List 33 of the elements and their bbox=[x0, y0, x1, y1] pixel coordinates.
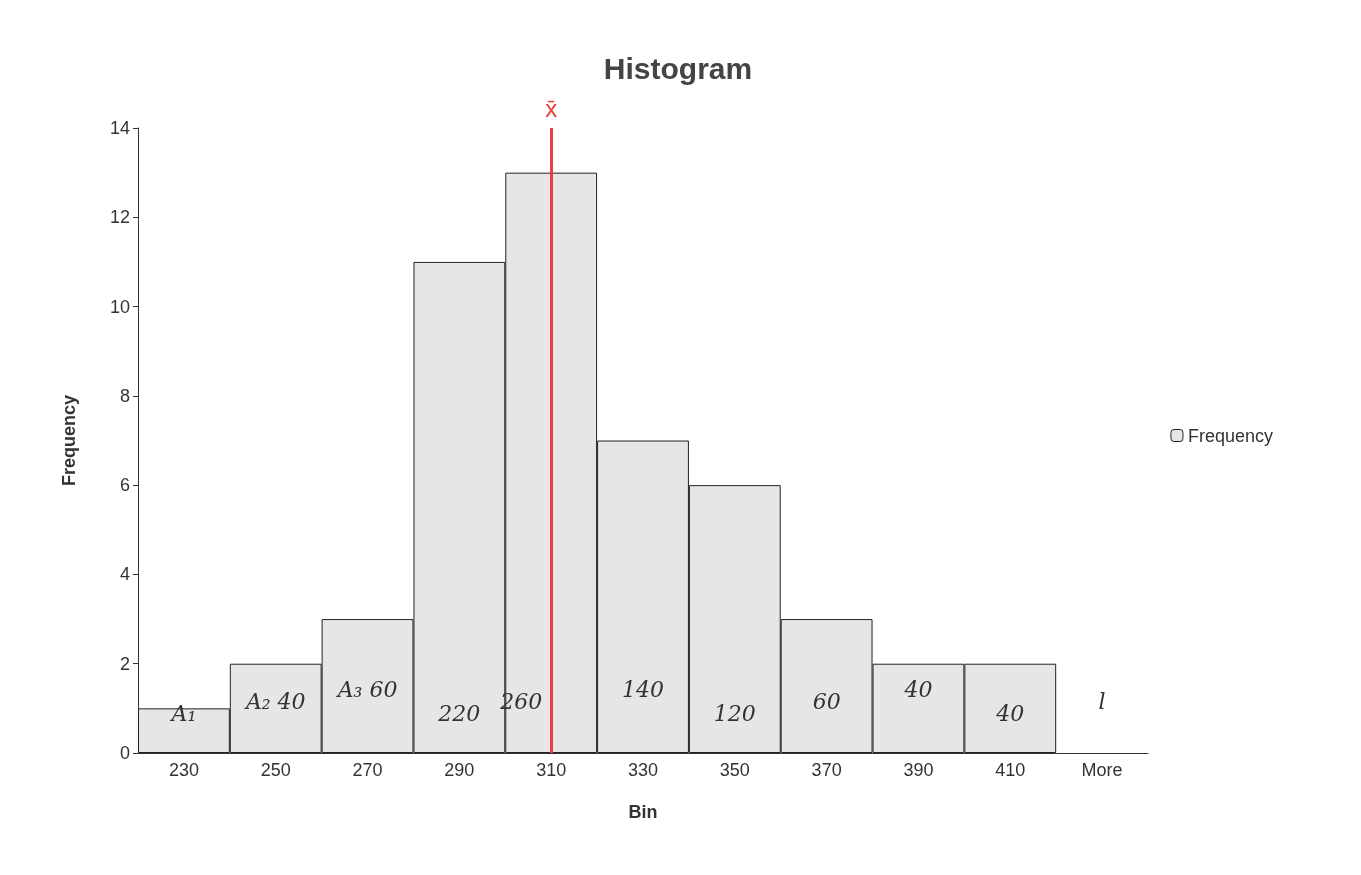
chart-title: Histogram bbox=[603, 51, 753, 85]
x-tick-label: 270 bbox=[352, 760, 383, 780]
x-tick-label: More bbox=[1081, 760, 1123, 780]
x-tick-label: 290 bbox=[444, 760, 475, 780]
y-tick-label: 12 bbox=[109, 207, 130, 228]
x-tick-label: 370 bbox=[811, 760, 842, 780]
annotation: l bbox=[1098, 688, 1106, 714]
y-tick-label: 6 bbox=[119, 475, 130, 496]
ref-line-label: x̄ bbox=[545, 94, 558, 122]
x-tick-label: 230 bbox=[168, 760, 199, 780]
annotation: 120 bbox=[713, 700, 756, 726]
x-tick-label: 310 bbox=[536, 760, 567, 780]
annotation: A₃ 60 bbox=[335, 676, 398, 702]
annotation: 40 bbox=[995, 700, 1025, 726]
annotation: 40 bbox=[903, 676, 933, 702]
y-tick-label: 14 bbox=[109, 118, 130, 138]
x-tick-label: 410 bbox=[995, 760, 1026, 780]
annotation: 220 bbox=[437, 700, 481, 726]
y-tick-label: 0 bbox=[119, 743, 130, 763]
annotation: 140 bbox=[622, 676, 664, 702]
y-tick-label: 2 bbox=[119, 653, 130, 674]
y-tick-label: 4 bbox=[119, 564, 130, 585]
x-tick-label: 330 bbox=[627, 760, 659, 780]
x-tick-label: 390 bbox=[903, 760, 934, 780]
x-axis-title: Bin bbox=[628, 802, 658, 822]
legend-label: Frequency bbox=[1187, 425, 1273, 446]
y-tick-label: 10 bbox=[109, 296, 130, 317]
x-tick-label: 250 bbox=[260, 760, 291, 780]
y-axis-title: Frequency bbox=[59, 394, 79, 487]
annotation: A₂ 40 bbox=[243, 688, 306, 714]
y-tick-label: 8 bbox=[119, 385, 130, 406]
x-tick-label: 350 bbox=[719, 760, 750, 780]
annotation: 60 bbox=[812, 688, 841, 714]
